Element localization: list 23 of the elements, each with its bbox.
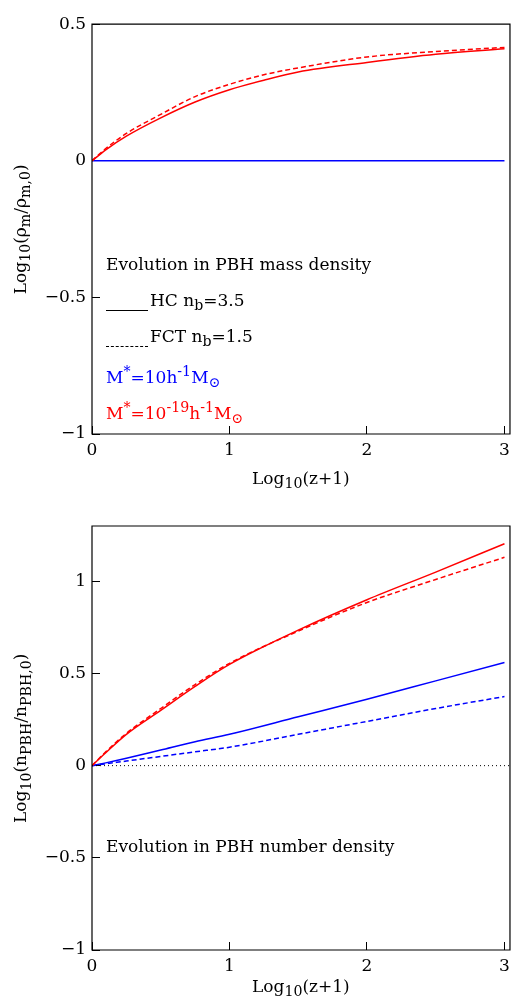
x-axis-title: Log$_{10}$(z+1): [251, 976, 350, 1000]
y-tick-label: 0.5: [58, 12, 86, 33]
y-tick-label: −0.5: [44, 846, 86, 867]
y-tick-label: −1: [60, 938, 86, 959]
annotation: FCT n$_{b}$=1.5: [150, 326, 253, 350]
y-tick-label: −1: [60, 422, 86, 443]
y-tick-label: 1: [75, 569, 86, 590]
annotation: M$^{*}$=10$^{-19}$h$^{-1}$M$_{⊙}$: [106, 399, 244, 427]
y-tick-label: −0.5: [44, 285, 86, 306]
x-tick-label: 3: [499, 438, 510, 459]
x-tick-label: 1: [224, 438, 235, 459]
x-tick-label: 1: [224, 954, 235, 975]
x-tick-label: 3: [499, 954, 510, 975]
x-tick-label: 2: [361, 438, 373, 459]
y-tick-label: 0.5: [58, 661, 86, 682]
annotation: Evolution in PBH mass density: [106, 254, 372, 275]
x-axis-title: Log$_{10}$(z+1): [251, 468, 350, 492]
x-tick-label: 2: [361, 954, 373, 975]
y-tick-label: 0: [75, 149, 86, 170]
y-tick-label: 0: [75, 754, 86, 775]
annotation: M$^{*}$=10h$^{-1}$M$_{⊙}$: [106, 363, 221, 391]
annotation: Evolution in PBH number density: [106, 836, 395, 856]
annotation: HC n$_{b}$=3.5: [150, 290, 245, 314]
